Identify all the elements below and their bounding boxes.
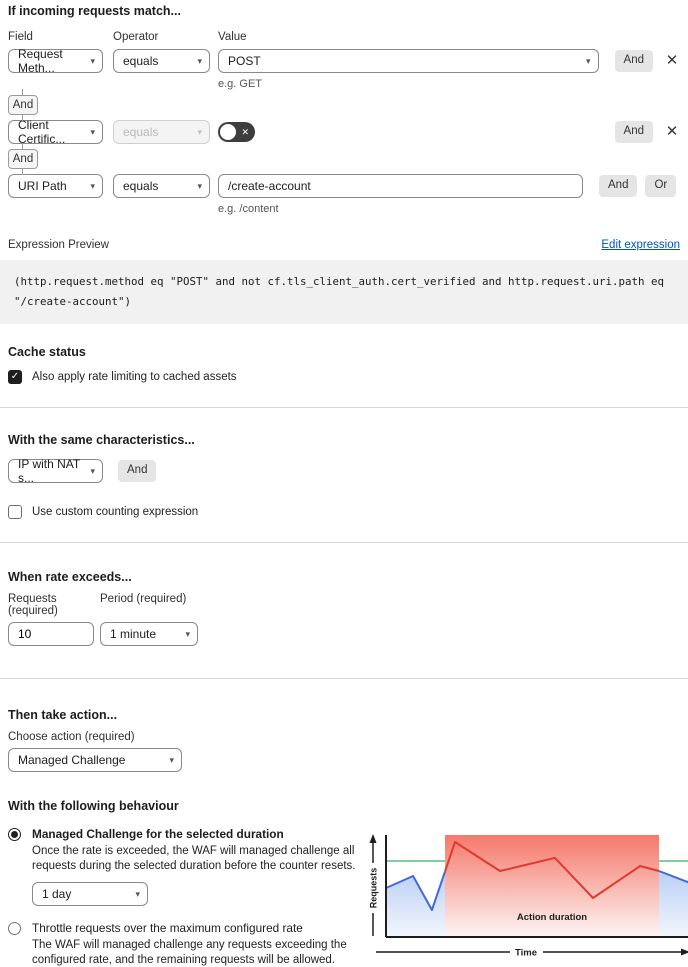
operator-select[interactable]: equals ▾ [113,49,210,73]
duration-radio[interactable] [8,828,21,841]
throttle-radio[interactable] [8,922,21,935]
throttle-option-label: Throttle requests over the maximum confi… [32,921,303,935]
chevron-down-icon: ▾ [197,126,202,137]
period-field-label: Period (required) [100,593,187,605]
behaviour-section-title: With the following behaviour [8,799,179,813]
condition-column-labels: Field Operator Value [8,31,680,43]
cached-assets-checkbox[interactable]: ✓ [8,370,22,384]
behaviour-chart-container: Action duration Requests Time [363,830,688,967]
remove-condition-icon[interactable]: ✕ [665,52,679,69]
divider [0,678,688,679]
chevron-down-icon: ▾ [197,55,202,66]
chevron-down-icon: ▾ [90,126,95,137]
divider [0,407,688,408]
field-select-request-method[interactable]: Request Meth... ▾ [8,47,103,75]
arrow-up-icon [369,834,377,843]
condition-row: Request Meth... ▾ equals ▾ POST ▾ e.g. G… [8,47,680,90]
check-icon: ✓ [10,505,20,519]
arrow-right-icon [681,948,688,956]
duration-select[interactable]: 1 day ▾ [32,882,148,906]
add-and-condition-button[interactable]: And [614,121,653,143]
chevron-down-icon: ▾ [169,754,174,765]
behaviour-chart: Action duration Requests Time [369,834,688,959]
requests-input[interactable] [8,622,94,646]
operator-select[interactable]: equals ▾ [113,174,210,198]
duration-option-description: Once the rate is exceeded, the WAF will … [32,845,356,872]
chevron-down-icon: ▾ [185,628,190,639]
behaviour-option-throttle: Throttle requests over the maximum confi… [8,921,360,967]
add-and-condition-button[interactable]: And [614,50,653,72]
behaviour-option-duration: Managed Challenge for the selected durat… [8,827,360,918]
characteristics-section-title: With the same characteristics... [8,433,195,447]
action-select[interactable]: Managed Challenge ▾ [8,748,182,772]
custom-counting-checkbox-label: Use custom counting expression [32,506,199,518]
add-and-condition-button[interactable]: And [599,175,638,197]
requests-field-label: Requests (required) [8,593,58,617]
toggle-knob [220,124,236,140]
cache-section-title: Cache status [8,345,86,359]
field-select-client-certificate[interactable]: Client Certific... ▾ [8,118,103,146]
condition-connector-and[interactable]: And [8,89,38,121]
chevron-down-icon: ▾ [90,180,95,191]
uri-path-value-input[interactable] [218,174,583,198]
expression-preview-label: Expression Preview [8,239,109,251]
throttle-option-description: The WAF will managed challenge any reque… [32,939,347,966]
check-icon: ✓ [10,371,20,382]
chevron-down-icon: ▾ [90,55,95,66]
field-select-uri-path[interactable]: URI Path ▾ [8,174,103,198]
condition-row: Client Certific... ▾ equals ▾ ✕ And ✕ [8,118,680,146]
operator-column-label: Operator [113,31,159,43]
divider [0,542,688,543]
value-column-label: Value [218,31,247,43]
rate-section-title: When rate exceeds... [8,570,132,584]
cached-assets-checkbox-label: Also apply rate limiting to cached asset… [32,371,237,383]
condition-connector-and[interactable]: And [8,143,38,175]
operator-select-disabled: equals ▾ [113,120,210,144]
chevron-down-icon: ▾ [90,465,95,476]
choose-action-label: Choose action (required) [8,731,135,743]
expression-preview-code: (http.request.method eq "POST" and not c… [0,260,688,324]
x-axis-label: Time [515,948,537,959]
action-section-title: Then take action... [8,708,118,722]
custom-counting-checkbox[interactable]: ✓ [8,505,22,519]
characteristic-select-ip-nat[interactable]: IP with NAT s... ▾ [8,457,103,485]
cert-verified-toggle[interactable]: ✕ [218,122,255,142]
value-hint: e.g. GET [218,78,263,90]
add-or-condition-button[interactable]: Or [645,175,677,197]
action-duration-annotation: Action duration [517,912,587,923]
condition-row: URI Path ▾ equals ▾ e.g. /content And Or… [8,174,680,215]
value-hint: e.g. /content [218,203,279,215]
match-section-title: If incoming requests match... [8,4,181,18]
field-column-label: Field [8,31,33,43]
remove-condition-icon[interactable]: ✕ [665,123,679,140]
chevron-down-icon: ▾ [197,180,202,191]
y-axis-label: Requests [369,868,379,909]
requests-line-during [444,841,660,899]
period-select[interactable]: 1 minute ▾ [100,622,198,646]
value-select-method[interactable]: POST ▾ [218,49,599,73]
toggle-off-icon: ✕ [241,126,249,137]
chevron-down-icon: ▾ [135,888,140,899]
add-characteristic-button[interactable]: And [118,460,157,482]
duration-option-label: Managed Challenge for the selected durat… [32,827,284,841]
edit-expression-link[interactable]: Edit expression [601,239,680,251]
chevron-down-icon: ▾ [586,55,591,66]
